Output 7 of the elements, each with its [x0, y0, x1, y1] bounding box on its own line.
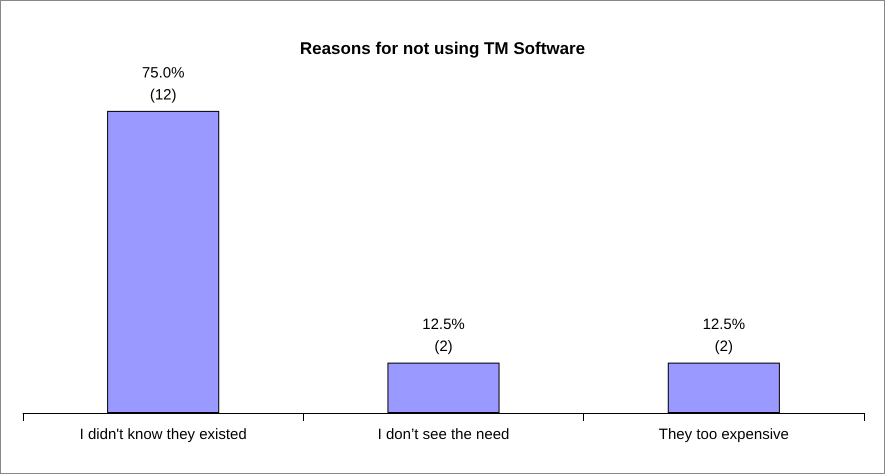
chart-title: Reasons for not using TM Software	[300, 39, 586, 58]
x-tick-label: They too expensive	[658, 426, 789, 443]
data-label: 12.5% (2)	[702, 316, 746, 356]
data-label: 75.0% (12)	[142, 64, 184, 104]
x-tick-label: I didn't know they existed	[80, 426, 247, 443]
data-label: 12.5% (2)	[422, 316, 465, 356]
x-tick-label: I don’t see the need	[378, 426, 510, 443]
